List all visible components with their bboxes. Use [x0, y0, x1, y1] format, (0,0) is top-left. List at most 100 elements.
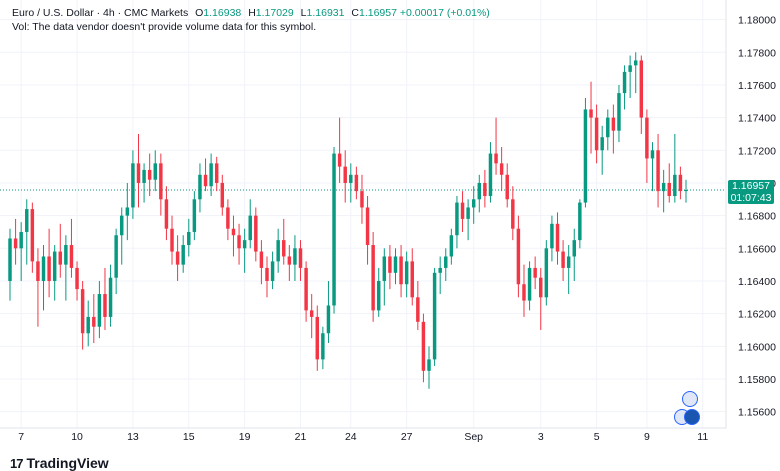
candle [69, 218, 74, 278]
candle [86, 300, 90, 347]
candle-body [360, 191, 364, 208]
price-tick-label: 1.17200 [738, 145, 776, 157]
tradingview-mark-icon: 17 [10, 455, 24, 471]
candle [432, 267, 437, 366]
candle-body [13, 238, 18, 249]
candle-body [639, 60, 644, 118]
candle-body [393, 256, 398, 273]
candle [47, 228, 51, 298]
candle-body [75, 267, 79, 290]
candle [678, 166, 683, 200]
candle-body [349, 174, 353, 183]
time-tick-label: 3 [538, 431, 544, 443]
candle [304, 261, 308, 322]
change-value: +0.00017 (+0.01%) [399, 7, 490, 19]
candle [488, 142, 493, 203]
candle-body [80, 289, 85, 334]
candle-body [449, 235, 454, 257]
candle [505, 163, 509, 208]
candle [589, 81, 593, 154]
candle-body [209, 163, 213, 187]
candle-body [69, 245, 74, 268]
candle [650, 142, 655, 192]
candle [242, 228, 247, 273]
candle-body [404, 261, 409, 285]
candle-body [287, 256, 292, 265]
candle [19, 222, 23, 281]
time-tick-label: 21 [295, 431, 307, 443]
candle-body [589, 109, 593, 118]
candle [365, 196, 370, 265]
candle [360, 174, 364, 224]
time-tick-label: 13 [127, 431, 139, 443]
candle-body [19, 231, 23, 249]
candle [198, 163, 202, 213]
candle-body [382, 256, 387, 281]
candle-body [265, 267, 269, 281]
candle [293, 235, 297, 281]
candle-body [242, 240, 247, 249]
time-tick-label: 27 [401, 431, 413, 443]
candle [103, 267, 107, 330]
candle [248, 199, 252, 249]
candle-body [92, 316, 96, 327]
candle-body [293, 248, 297, 265]
candle-body [259, 251, 264, 268]
candle [343, 150, 347, 203]
price-tick-label: 1.16200 [738, 309, 776, 321]
candle [561, 240, 565, 281]
candle [64, 235, 68, 301]
candle [147, 153, 152, 197]
candle-body [254, 215, 258, 252]
candle-body [226, 207, 230, 229]
candle [522, 264, 526, 317]
candle [52, 245, 57, 301]
candle [114, 228, 118, 295]
candle [282, 218, 286, 265]
candle-body [354, 174, 359, 192]
candle [276, 228, 280, 273]
price-tick-label: 1.17600 [738, 80, 776, 92]
candle-body [332, 153, 336, 306]
candle [550, 215, 554, 262]
candle [30, 202, 35, 273]
symbol-title[interactable]: Euro / U.S. Dollar · 4h · CMC Markets [12, 7, 189, 19]
candle [661, 169, 666, 213]
candle [667, 163, 671, 203]
candle [684, 179, 688, 203]
time-tick-label: 10 [71, 431, 83, 443]
candle [214, 156, 219, 192]
candle [393, 248, 398, 285]
candle-body [455, 202, 459, 236]
candle-body [170, 228, 174, 252]
candle [477, 174, 482, 213]
volume-note: Vol: The data vendor doesn't provide vol… [12, 21, 317, 33]
candle-body [399, 256, 403, 285]
candle-body [321, 333, 325, 360]
eu-flag-event-icon[interactable] [684, 409, 700, 425]
candle-body [282, 240, 286, 257]
candle-body [410, 261, 414, 298]
time-tick-label: 7 [18, 431, 24, 443]
candle [455, 196, 459, 249]
brand-name: TradingView [26, 455, 109, 471]
close-label: C [351, 7, 359, 19]
candle-body [499, 163, 504, 175]
candle-body [64, 245, 68, 265]
candle [645, 109, 649, 183]
candle [170, 215, 174, 265]
candle [410, 248, 414, 306]
chart-legend: Euro / U.S. Dollar · 4h · CMC Markets O1… [12, 7, 490, 19]
candle [466, 199, 470, 241]
candle [41, 245, 46, 311]
price-tick-label: 1.17800 [738, 47, 776, 59]
candle-body [550, 223, 554, 249]
tradingview-logo[interactable]: 17 TradingView [10, 455, 109, 471]
candle [92, 294, 96, 344]
candle [36, 248, 40, 327]
price-tick-label: 1.15600 [738, 407, 776, 419]
candle [544, 240, 549, 306]
us-flag-event-icon[interactable] [682, 391, 698, 407]
